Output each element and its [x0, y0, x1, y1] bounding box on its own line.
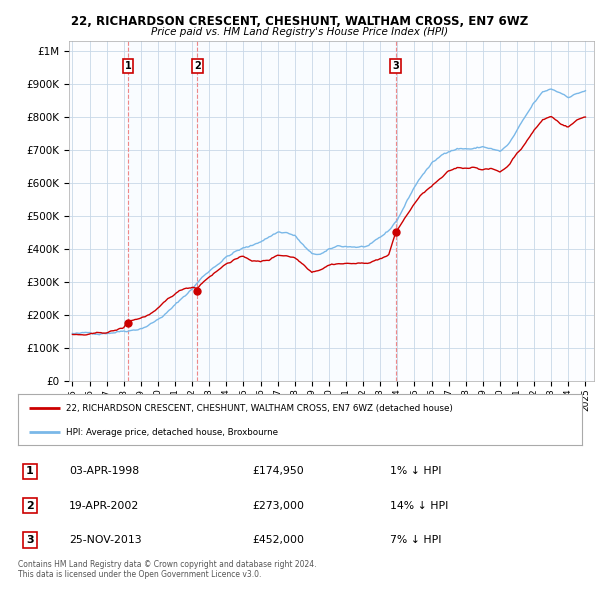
Bar [395, 41, 594, 381]
Text: 03-APR-1998: 03-APR-1998 [69, 467, 139, 476]
Text: 1% ↓ HPI: 1% ↓ HPI [390, 467, 442, 476]
Text: 1: 1 [26, 467, 34, 476]
Text: £174,950: £174,950 [252, 467, 304, 476]
Text: 25-NOV-2013: 25-NOV-2013 [69, 535, 142, 545]
Text: 3: 3 [392, 61, 399, 71]
Bar [69, 41, 128, 381]
Text: 2: 2 [194, 61, 200, 71]
Text: 19-APR-2002: 19-APR-2002 [69, 501, 139, 510]
Text: 7% ↓ HPI: 7% ↓ HPI [390, 535, 442, 545]
Text: 22, RICHARDSON CRESCENT, CHESHUNT, WALTHAM CROSS, EN7 6WZ (detached house): 22, RICHARDSON CRESCENT, CHESHUNT, WALTH… [66, 404, 453, 412]
Text: £273,000: £273,000 [252, 501, 304, 510]
Text: 3: 3 [26, 535, 34, 545]
Text: Contains HM Land Registry data © Crown copyright and database right 2024.
This d: Contains HM Land Registry data © Crown c… [18, 560, 317, 579]
Text: £452,000: £452,000 [252, 535, 304, 545]
Text: 1: 1 [125, 61, 131, 71]
Text: 14% ↓ HPI: 14% ↓ HPI [390, 501, 448, 510]
Bar [197, 41, 395, 381]
Text: 2: 2 [26, 501, 34, 510]
Text: 22, RICHARDSON CRESCENT, CHESHUNT, WALTHAM CROSS, EN7 6WZ: 22, RICHARDSON CRESCENT, CHESHUNT, WALTH… [71, 15, 529, 28]
Text: HPI: Average price, detached house, Broxbourne: HPI: Average price, detached house, Brox… [66, 428, 278, 437]
Text: Price paid vs. HM Land Registry's House Price Index (HPI): Price paid vs. HM Land Registry's House … [151, 27, 449, 37]
Bar [128, 41, 197, 381]
